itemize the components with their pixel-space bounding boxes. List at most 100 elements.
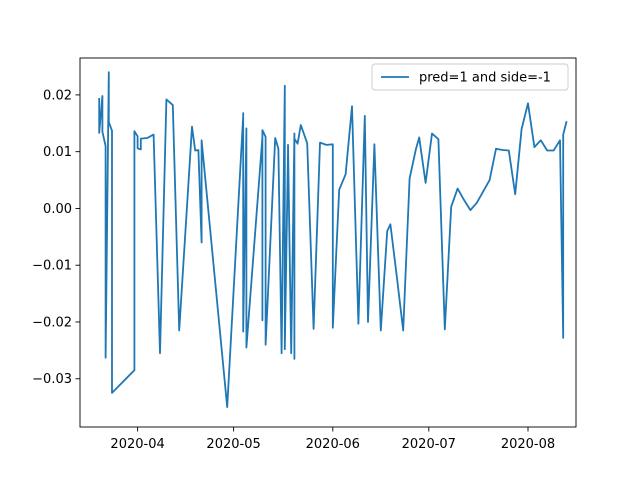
data-point-10 [111, 140, 113, 142]
data-point-86 [482, 190, 484, 192]
data-point-70 [386, 230, 388, 232]
y-tick-label: 0.00 [43, 202, 72, 217]
data-point-51 [293, 136, 295, 139]
x-tick-label: 2020-04 [110, 437, 164, 452]
data-point-26 [197, 149, 199, 151]
data-point-54 [297, 143, 299, 145]
data-point-43 [281, 352, 283, 354]
data-point-20 [159, 352, 161, 354]
data-point-7 [108, 71, 110, 73]
data-point-99 [562, 337, 564, 339]
data-point-77 [425, 182, 427, 184]
data-point-85 [476, 202, 478, 204]
data-point-87 [489, 179, 491, 181]
legend: pred=1 and side=-1 [371, 63, 569, 91]
data-point-38 [261, 129, 263, 131]
data-point-50 [293, 133, 295, 135]
data-point-96 [546, 149, 548, 152]
data-point-35 [245, 346, 247, 349]
data-point-2 [101, 95, 103, 97]
data-point-30 [242, 115, 244, 117]
data-point-15 [137, 147, 139, 149]
data-point-90 [508, 149, 510, 152]
data-point-34 [245, 147, 247, 149]
data-point-47 [287, 144, 289, 146]
x-tick-label: 2020-07 [402, 437, 456, 452]
data-point-98 [559, 139, 561, 141]
data-point-27 [201, 241, 203, 244]
data-point-66 [364, 115, 366, 117]
x-axis: 2020-04 2020-05 2020-06 2020-07 2020-08 [110, 427, 555, 452]
x-tick-label: 2020-08 [501, 437, 555, 452]
data-point-52 [293, 358, 295, 360]
data-point-74 [409, 177, 411, 179]
data-point-14 [137, 135, 139, 137]
axes-frame [79, 57, 577, 428]
data-point-33 [245, 127, 247, 129]
data-point-22 [172, 104, 174, 106]
data-point-83 [463, 199, 465, 201]
data-point-97 [553, 149, 555, 152]
data-point-42 [277, 148, 279, 150]
data-point-41 [274, 137, 276, 139]
y-tick-label: −0.01 [32, 259, 72, 274]
data-point-100 [562, 134, 564, 136]
x-tick-label: 2020-06 [306, 437, 360, 452]
data-point-25 [194, 149, 196, 152]
data-point-39 [265, 136, 267, 138]
data-point-71 [389, 223, 391, 225]
data-point-78 [431, 132, 433, 135]
data-point-5 [105, 148, 107, 150]
data-point-61 [332, 327, 334, 329]
data-point-32 [242, 331, 244, 333]
data-point-45 [284, 348, 286, 350]
data-point-67 [367, 321, 369, 323]
data-point-16 [140, 148, 142, 150]
data-point-82 [457, 188, 459, 190]
data-point-12 [133, 369, 135, 371]
data-point-55 [300, 124, 302, 126]
data-point-36 [261, 136, 263, 139]
legend-label: pred=1 and side=-1 [419, 71, 551, 86]
data-point-62 [338, 189, 340, 191]
data-point-46 [287, 151, 289, 153]
data-point-18 [146, 137, 148, 139]
data-point-31 [242, 112, 244, 114]
legend-box [371, 63, 569, 91]
data-point-56 [306, 142, 308, 144]
x-tick-label: 2020-05 [206, 437, 260, 452]
data-point-48 [290, 352, 292, 354]
data-point-72 [396, 276, 398, 278]
y-tick-label: 0.02 [43, 88, 72, 103]
data-point-80 [444, 328, 446, 330]
series-points [98, 71, 568, 408]
data-point-95 [540, 139, 542, 141]
data-point-94 [533, 146, 536, 148]
data-point-0 [98, 98, 100, 100]
plot-area [98, 71, 568, 409]
data-point-8 [108, 121, 110, 123]
data-point-37 [261, 319, 263, 321]
data-point-81 [450, 206, 452, 208]
data-point-11 [111, 392, 113, 394]
data-point-9 [111, 130, 113, 132]
data-point-65 [357, 323, 359, 325]
data-point-75 [415, 148, 417, 150]
data-point-58 [319, 142, 321, 144]
data-point-19 [153, 134, 155, 136]
data-point-73 [402, 329, 404, 332]
data-point-79 [437, 138, 439, 140]
data-point-23 [178, 329, 180, 332]
data-point-64 [351, 105, 353, 107]
data-point-6 [105, 357, 107, 359]
data-point-24 [191, 126, 193, 128]
data-point-53 [293, 138, 295, 140]
data-point-91 [514, 193, 516, 195]
y-axis: −0.03 −0.02 −0.01 0.00 0.01 0.02 [32, 88, 80, 387]
data-point-89 [501, 149, 503, 151]
data-point-101 [565, 121, 568, 123]
data-point-59 [325, 144, 327, 146]
data-point-68 [373, 143, 375, 145]
data-point-63 [345, 173, 347, 175]
